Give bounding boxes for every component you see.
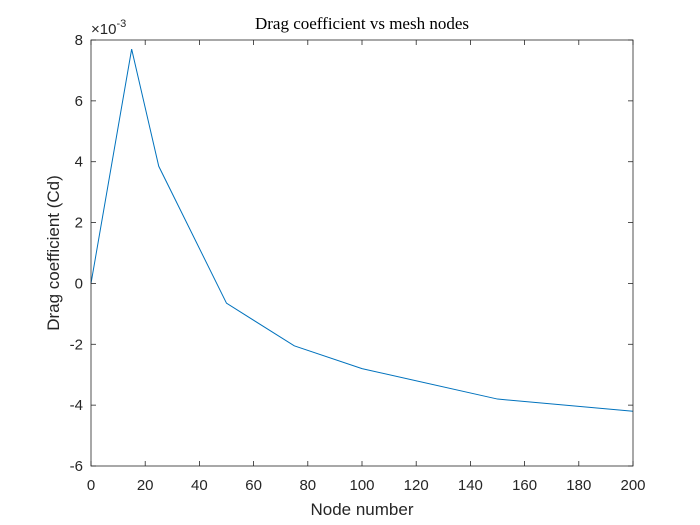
plot-box — [90, 39, 634, 467]
y-tick-label: -6 — [70, 458, 83, 475]
plot-area — [91, 40, 633, 466]
x-tick-label: 200 — [620, 477, 645, 494]
y-tick-label: -4 — [70, 397, 83, 414]
series-line — [90, 49, 634, 412]
y-tick-label: -2 — [70, 336, 83, 353]
y-exponent-power: -3 — [116, 18, 126, 30]
x-tick-label: 40 — [191, 477, 208, 494]
y-axis-label: Drag coefficient (Cd) — [44, 175, 63, 331]
y-exponent-base: ×10 — [91, 21, 116, 38]
x-tick-label: 0 — [87, 477, 95, 494]
y-tick-label: 6 — [75, 93, 83, 110]
chart-title: Drag coefficient vs mesh nodes — [255, 14, 469, 33]
x-tick-label: 180 — [566, 477, 591, 494]
x-tick-label: 120 — [404, 477, 429, 494]
x-tick-label: 20 — [137, 477, 154, 494]
x-tick-label: 60 — [245, 477, 262, 494]
x-axis-label: Node number — [310, 500, 413, 519]
x-tick-label: 140 — [458, 477, 483, 494]
y-tick-label: 2 — [75, 215, 83, 232]
x-tick-label: 160 — [512, 477, 537, 494]
y-tick-label: 4 — [75, 154, 83, 171]
series-layer — [90, 49, 634, 412]
y-tick-label: 0 — [75, 275, 83, 292]
y-exponent-label: ×10-3 — [91, 18, 126, 38]
y-tick-label: 8 — [75, 32, 83, 49]
x-tick-label: 80 — [299, 477, 316, 494]
x-tick-label: 100 — [349, 477, 374, 494]
tick-labels: 0 20 40 60 80 100 120 140 160 180 200 -6 -4 -2 0 2 4 6 8 — [70, 32, 646, 494]
